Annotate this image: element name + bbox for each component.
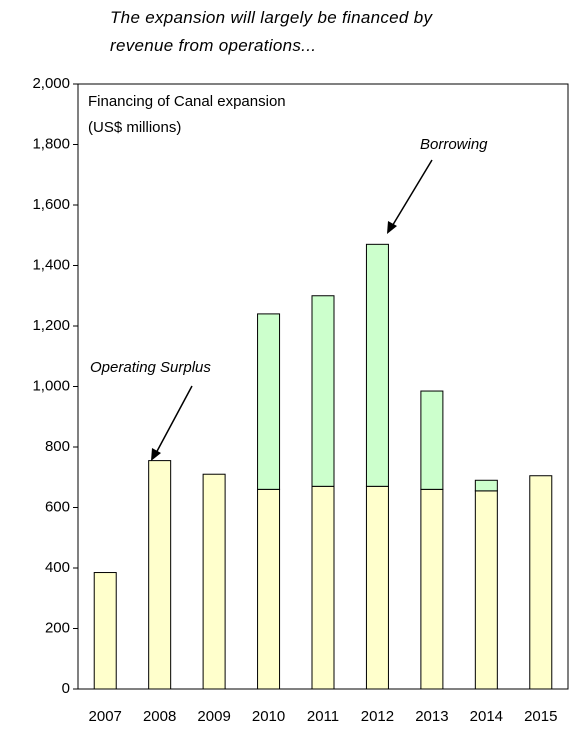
x-tick-label: 2007 [89,708,122,725]
x-tick-label: 2011 [307,708,339,725]
headline: The expansion will largely be financed b… [110,8,433,55]
y-tick-label: 400 [45,559,70,576]
x-tick-label: 2013 [415,708,448,725]
x-tick-label: 2008 [143,708,176,725]
x-tick-label: 2012 [361,708,394,725]
annotation-arrowhead [387,221,397,234]
y-tick-label: 1,400 [32,256,70,273]
y-tick-label: 2,000 [32,75,70,92]
y-tick-label: 800 [45,438,70,455]
bar-segment [311,295,335,487]
y-tick-label: 1,200 [32,317,70,334]
bar-segment [420,488,444,690]
annotation-arrow [390,159,433,229]
bar-segment [365,485,389,690]
y-tick-label: 1,600 [32,196,70,213]
bar-segment [257,488,281,690]
bar-segment [420,390,444,490]
bar-segment [474,490,498,690]
y-tick-label: 0 [62,680,70,697]
annotation: Borrowing [420,136,488,153]
y-tick-label: 1,000 [32,377,70,394]
bar-segment [311,485,335,690]
x-tick-label: 2010 [252,708,285,725]
bar-segment [202,473,226,690]
y-tick-label: 1,800 [32,135,70,152]
annotation-arrowhead [151,448,161,461]
x-tick-label: 2009 [197,708,230,725]
bar-segment [474,479,498,492]
bar-segment [365,243,389,487]
chart-title: Financing of Canal expansion [88,93,286,110]
annotation: Operating Surplus [90,359,211,376]
y-tick-label: 200 [45,619,70,636]
y-axis-label: (US$ millions) [88,119,181,136]
bar-segment [148,460,172,690]
x-tick-label: 2014 [470,708,503,725]
y-tick-label: 600 [45,498,70,515]
bar-segment [529,475,553,690]
bar-segment [93,572,117,690]
bar-segment [257,313,281,490]
annotation-arrow [154,385,193,456]
x-tick-label: 2015 [524,708,557,725]
